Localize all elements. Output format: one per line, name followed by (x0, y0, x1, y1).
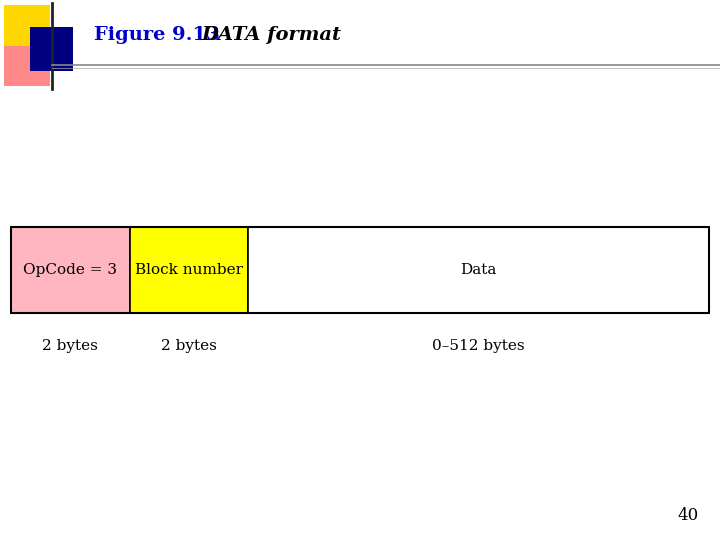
Text: Block number: Block number (135, 263, 243, 277)
FancyBboxPatch shape (248, 227, 709, 313)
Text: 2 bytes: 2 bytes (42, 339, 98, 353)
FancyBboxPatch shape (11, 227, 130, 313)
Text: OpCode = 3: OpCode = 3 (23, 263, 117, 277)
Text: Data: Data (461, 263, 497, 277)
FancyBboxPatch shape (4, 46, 50, 86)
Text: Figure 9.13: Figure 9.13 (94, 26, 220, 44)
FancyBboxPatch shape (4, 5, 50, 46)
Text: 40: 40 (677, 507, 698, 524)
Text: 2 bytes: 2 bytes (161, 339, 217, 353)
FancyBboxPatch shape (30, 27, 73, 71)
Text: 0–512 bytes: 0–512 bytes (433, 339, 525, 353)
FancyBboxPatch shape (130, 227, 248, 313)
Text: DATA format: DATA format (202, 26, 341, 44)
